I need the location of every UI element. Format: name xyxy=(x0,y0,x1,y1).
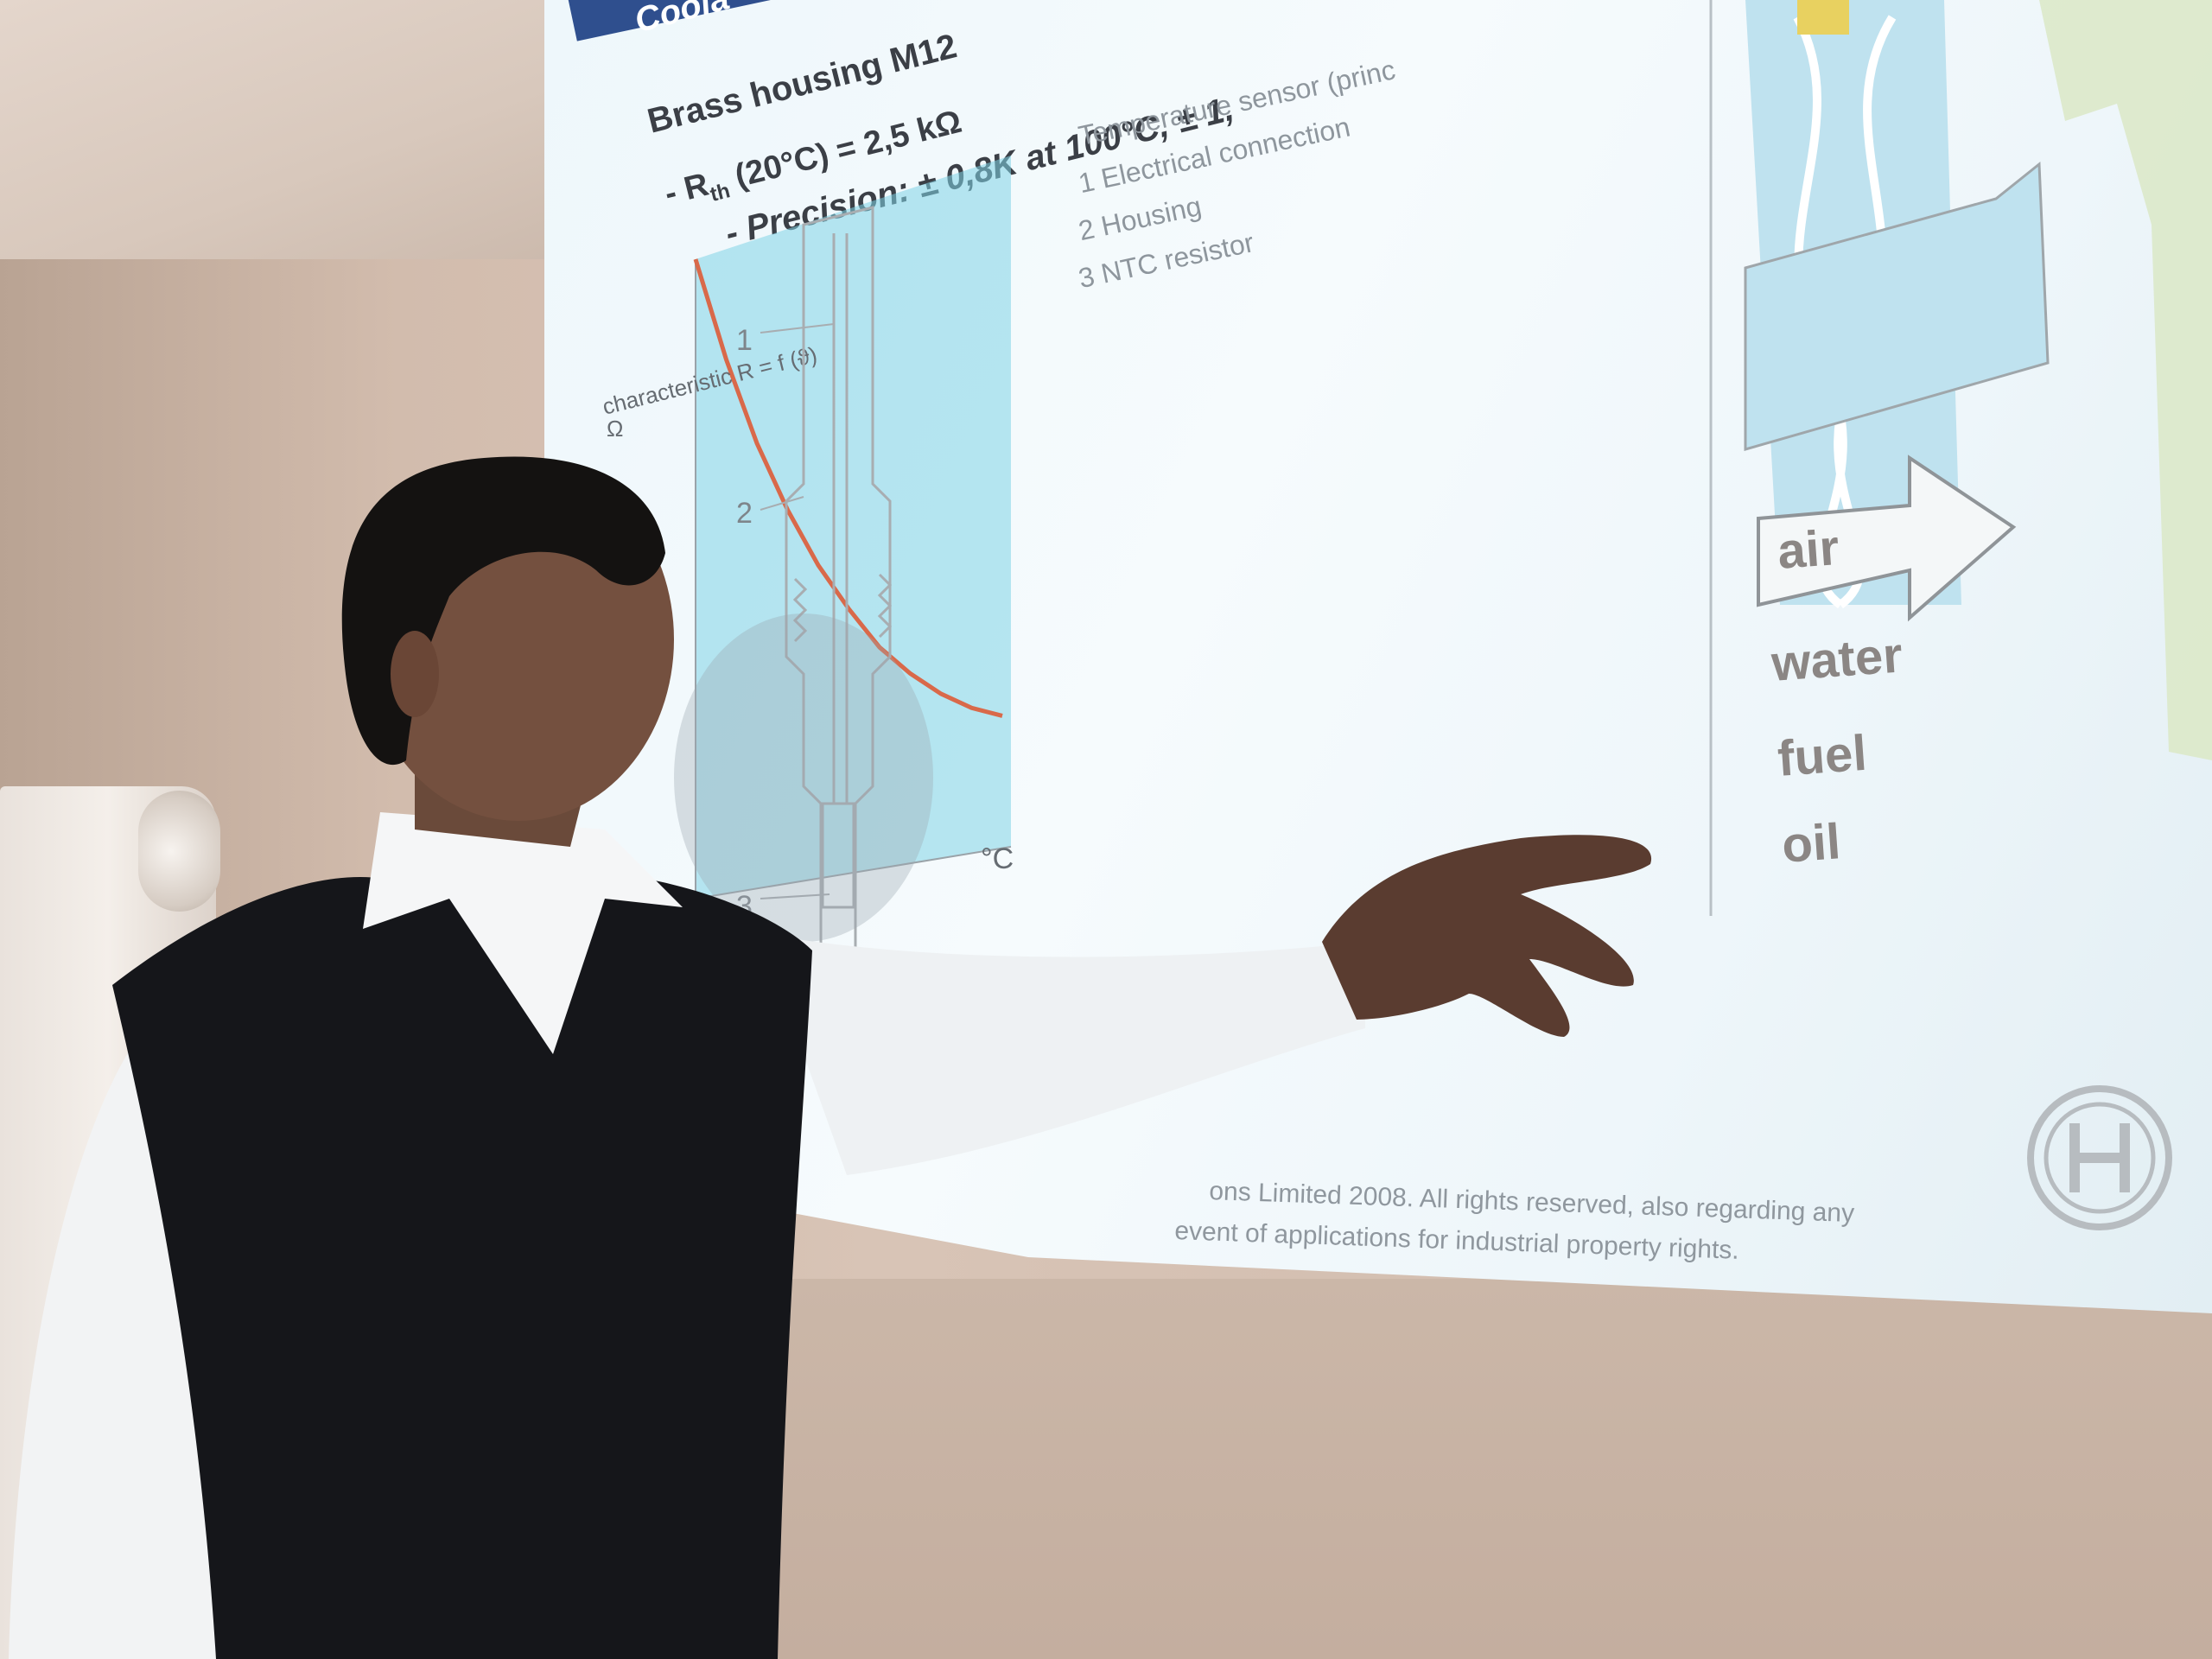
bosch-logo-icon xyxy=(2027,1085,2172,1230)
characteristic-chart: characteristic R = f (ϑ) Ω °C xyxy=(600,156,1014,899)
chart-series-line xyxy=(693,258,1003,718)
medium-water: water xyxy=(1770,626,1904,692)
pipe-section xyxy=(1744,161,2050,451)
callout-2: 2 xyxy=(736,497,753,530)
wall xyxy=(778,1279,2212,1659)
sensor-outline xyxy=(785,206,893,961)
ear xyxy=(391,631,439,717)
slide: Coola Brass housing M12 - Rth (20°C) = 2… xyxy=(544,0,2212,1313)
connector xyxy=(1797,0,1849,35)
chart-plot-area xyxy=(696,156,1011,899)
callout-3: 3 xyxy=(736,890,753,923)
callout-1: 1 xyxy=(736,324,753,357)
chart-x-unit: °C xyxy=(981,842,1014,875)
projection-screen: Coola Brass housing M12 - Rth (20°C) = 2… xyxy=(544,0,2212,1313)
medium-air: air xyxy=(1776,519,1841,580)
ceiling xyxy=(0,0,588,259)
flip-chart-roll xyxy=(138,791,220,912)
flip-chart xyxy=(0,786,216,1659)
medium-fuel: fuel xyxy=(1776,724,1869,787)
medium-oil: oil xyxy=(1780,813,1843,874)
chart-y-unit: Ω xyxy=(607,416,623,442)
installation-housing xyxy=(1538,0,2212,760)
sensor-diagram: 1 2 3 xyxy=(736,0,2212,961)
flow-arrow-icon xyxy=(1757,454,2017,622)
